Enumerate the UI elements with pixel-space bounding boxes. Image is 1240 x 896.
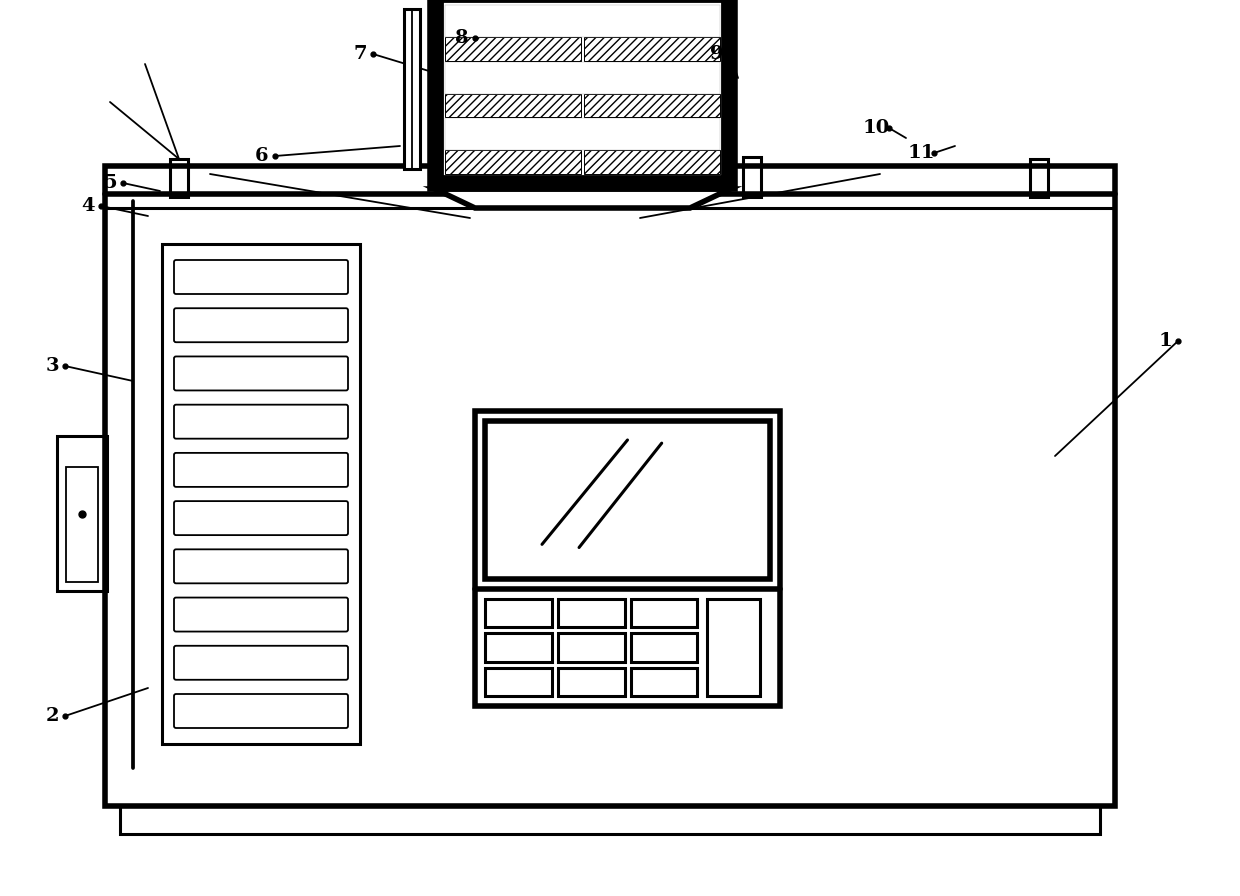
FancyBboxPatch shape — [174, 501, 348, 535]
Bar — [743, 157, 761, 197]
Bar — [57, 436, 107, 591]
Bar — [558, 633, 625, 662]
Bar — [707, 599, 760, 696]
FancyBboxPatch shape — [174, 549, 348, 583]
Bar — [584, 151, 720, 174]
Bar — [404, 9, 420, 169]
Text: 3: 3 — [45, 357, 58, 375]
FancyBboxPatch shape — [174, 357, 348, 391]
Bar — [120, 806, 1100, 834]
Text: 8: 8 — [455, 29, 469, 47]
Bar — [445, 5, 720, 37]
Bar — [105, 166, 1115, 806]
Bar — [445, 62, 720, 93]
Bar — [443, 2, 722, 176]
Bar — [584, 93, 720, 117]
Text: 4: 4 — [82, 197, 94, 215]
Text: 9: 9 — [711, 45, 724, 63]
Bar — [630, 599, 697, 627]
Bar — [485, 421, 770, 579]
Bar — [558, 668, 625, 696]
Text: 5: 5 — [103, 174, 117, 192]
Text: 2: 2 — [45, 707, 58, 725]
Text: 10: 10 — [862, 119, 889, 137]
Bar — [485, 668, 552, 696]
Bar — [162, 244, 360, 744]
Bar — [558, 599, 625, 627]
Text: 7: 7 — [353, 45, 367, 63]
Bar — [584, 37, 720, 61]
Text: 11: 11 — [908, 144, 935, 162]
Bar — [485, 633, 552, 662]
Bar — [475, 411, 780, 706]
FancyBboxPatch shape — [174, 405, 348, 439]
FancyBboxPatch shape — [174, 646, 348, 680]
Bar — [485, 599, 552, 627]
Bar — [630, 633, 697, 662]
FancyBboxPatch shape — [174, 598, 348, 632]
FancyBboxPatch shape — [174, 308, 348, 342]
FancyBboxPatch shape — [174, 260, 348, 294]
FancyBboxPatch shape — [174, 694, 348, 728]
Bar — [1030, 159, 1048, 197]
Text: 6: 6 — [255, 147, 269, 165]
Polygon shape — [435, 189, 730, 208]
Bar — [445, 151, 582, 174]
Bar — [445, 118, 720, 151]
Bar — [66, 467, 98, 582]
Bar — [497, 132, 667, 174]
Text: 1: 1 — [1158, 332, 1172, 350]
Bar — [430, 0, 735, 189]
FancyBboxPatch shape — [174, 452, 348, 487]
Bar — [170, 159, 188, 197]
Bar — [445, 37, 582, 61]
Bar — [630, 668, 697, 696]
Bar — [445, 93, 582, 117]
